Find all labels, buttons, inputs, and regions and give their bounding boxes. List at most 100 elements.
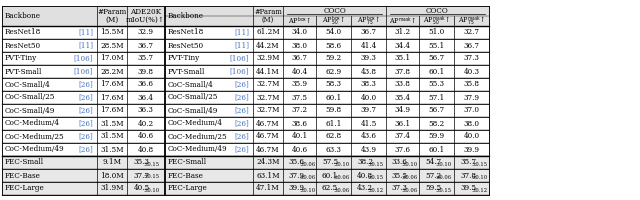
Text: [106]: [106] — [230, 54, 249, 62]
Text: 37.9: 37.9 — [463, 94, 479, 102]
Bar — [165, 117, 489, 130]
Text: 36.3: 36.3 — [138, 106, 154, 114]
Text: FEC-Base: FEC-Base — [5, 171, 41, 180]
Text: 46.7M: 46.7M — [256, 119, 280, 128]
Text: [106]: [106] — [230, 68, 249, 75]
Text: 35.4: 35.4 — [394, 94, 410, 102]
Text: 40.3: 40.3 — [463, 68, 479, 75]
Text: CoC-Medium/49: CoC-Medium/49 — [168, 146, 228, 154]
Text: ±0.10: ±0.10 — [333, 162, 349, 167]
Text: 35.1: 35.1 — [394, 54, 411, 62]
Bar — [2, 26, 164, 39]
Text: [11]: [11] — [78, 28, 93, 36]
Text: [26]: [26] — [78, 119, 93, 128]
Text: 36.7: 36.7 — [463, 42, 479, 49]
Text: 17.6M: 17.6M — [100, 94, 124, 102]
Text: 34.9: 34.9 — [394, 106, 410, 114]
Text: ±0.15: ±0.15 — [368, 162, 384, 167]
Text: 40.0: 40.0 — [360, 94, 376, 102]
Text: [26]: [26] — [78, 94, 93, 102]
Bar — [165, 169, 489, 182]
Text: 32.9M: 32.9M — [256, 54, 280, 62]
Text: 36.6: 36.6 — [138, 80, 154, 88]
Text: [26]: [26] — [78, 80, 93, 88]
Text: 39.9: 39.9 — [288, 184, 304, 192]
Text: 37.3: 37.3 — [391, 184, 407, 192]
Bar — [165, 6, 489, 26]
Text: 59.9: 59.9 — [428, 132, 445, 140]
Text: 35.3: 35.3 — [134, 158, 149, 166]
Text: 37.3: 37.3 — [463, 54, 479, 62]
Text: 17.6M: 17.6M — [100, 80, 124, 88]
Text: 44.1M: 44.1M — [256, 68, 280, 75]
Bar — [2, 52, 164, 65]
Text: 58.2: 58.2 — [428, 119, 445, 128]
Text: FEC-Small: FEC-Small — [168, 158, 207, 166]
Text: 40.0: 40.0 — [463, 132, 479, 140]
Text: [26]: [26] — [234, 106, 249, 114]
Text: AP$^{\mathrm{mask}}_{50}$↑: AP$^{\mathrm{mask}}_{50}$↑ — [422, 14, 451, 28]
Text: 39.8: 39.8 — [138, 68, 154, 75]
Text: 33.6: 33.6 — [391, 158, 407, 166]
Text: FEC-Large: FEC-Large — [5, 184, 45, 192]
Text: 57.1: 57.1 — [428, 94, 445, 102]
Text: PVT-Small: PVT-Small — [168, 68, 205, 75]
Text: ±0.10: ±0.10 — [436, 162, 452, 167]
Text: 32.7: 32.7 — [463, 28, 479, 36]
Text: 37.2: 37.2 — [291, 106, 307, 114]
Text: 31.5M: 31.5M — [100, 146, 124, 154]
Text: ResNet50: ResNet50 — [5, 42, 41, 49]
Text: 55.3: 55.3 — [429, 80, 445, 88]
Text: 35.5: 35.5 — [391, 171, 407, 180]
Text: 39.5: 39.5 — [460, 184, 476, 192]
Text: 31.9M: 31.9M — [100, 184, 124, 192]
Text: 37.9: 37.9 — [288, 171, 304, 180]
Text: 37.8: 37.8 — [460, 171, 476, 180]
Text: [26]: [26] — [234, 146, 249, 154]
Text: PVT-Tiny: PVT-Tiny — [5, 54, 37, 62]
Text: Backbone: Backbone — [5, 12, 41, 20]
Text: ResNet18: ResNet18 — [5, 28, 41, 36]
Bar — [165, 52, 489, 65]
Text: 17.6M: 17.6M — [100, 106, 124, 114]
Text: 39.3: 39.3 — [360, 54, 376, 62]
Text: PVT-Tiny: PVT-Tiny — [168, 54, 200, 62]
Text: 37.0: 37.0 — [463, 106, 479, 114]
Text: 37.8: 37.8 — [394, 68, 410, 75]
Text: [26]: [26] — [78, 146, 93, 154]
Bar — [165, 91, 489, 104]
Text: AP$^{\mathrm{box}}$↑: AP$^{\mathrm{box}}$↑ — [287, 15, 312, 27]
Text: 38.0: 38.0 — [291, 42, 307, 49]
Bar — [165, 130, 489, 143]
Text: [11]: [11] — [234, 28, 249, 36]
Bar — [2, 117, 164, 130]
Text: 33.8: 33.8 — [395, 80, 410, 88]
Text: 43.6: 43.6 — [360, 132, 376, 140]
Bar — [2, 104, 164, 117]
Text: 9.1M: 9.1M — [102, 158, 122, 166]
Text: 31.5M: 31.5M — [100, 119, 124, 128]
Text: 55.1: 55.1 — [428, 42, 445, 49]
Text: CoC-Medium/4: CoC-Medium/4 — [5, 119, 60, 128]
Text: [26]: [26] — [78, 132, 93, 140]
Text: ±0.15: ±0.15 — [436, 188, 452, 193]
Text: ±0.06: ±0.06 — [402, 175, 418, 180]
Text: 31.2: 31.2 — [394, 28, 411, 36]
Text: (M): (M) — [106, 16, 118, 23]
Text: CoC-Small/4: CoC-Small/4 — [5, 80, 51, 88]
Text: 32.7M: 32.7M — [256, 106, 280, 114]
Text: 38.2: 38.2 — [357, 158, 373, 166]
Bar — [2, 156, 164, 169]
Text: AP$^{\mathrm{mask}}_{75}$↑: AP$^{\mathrm{mask}}_{75}$↑ — [458, 14, 485, 28]
Text: 43.8: 43.8 — [360, 68, 376, 75]
Text: ±0.06: ±0.06 — [333, 175, 349, 180]
Text: ±0.10: ±0.10 — [299, 188, 315, 193]
Text: 60.1: 60.1 — [325, 94, 342, 102]
Text: 56.7: 56.7 — [428, 54, 445, 62]
Text: 57.2: 57.2 — [425, 171, 441, 180]
Text: ±0.06: ±0.06 — [436, 175, 452, 180]
Text: 43.9: 43.9 — [360, 146, 376, 154]
Bar — [165, 78, 489, 91]
Bar — [2, 91, 164, 104]
Text: [11]: [11] — [234, 42, 249, 49]
